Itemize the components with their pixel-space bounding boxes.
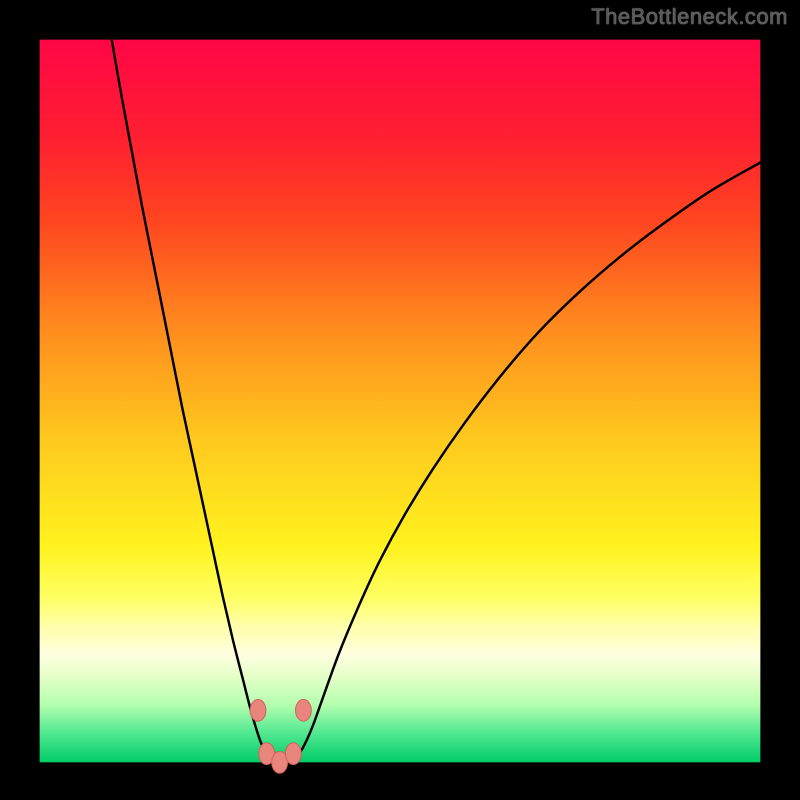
marker-point [285, 743, 301, 765]
marker-point [296, 699, 312, 721]
chart-frame: TheBottleneck.com [0, 0, 800, 800]
watermark-text: TheBottleneck.com [591, 4, 788, 30]
marker-point [250, 699, 266, 721]
bottleneck-chart [4, 4, 796, 796]
gradient-background [40, 40, 761, 763]
